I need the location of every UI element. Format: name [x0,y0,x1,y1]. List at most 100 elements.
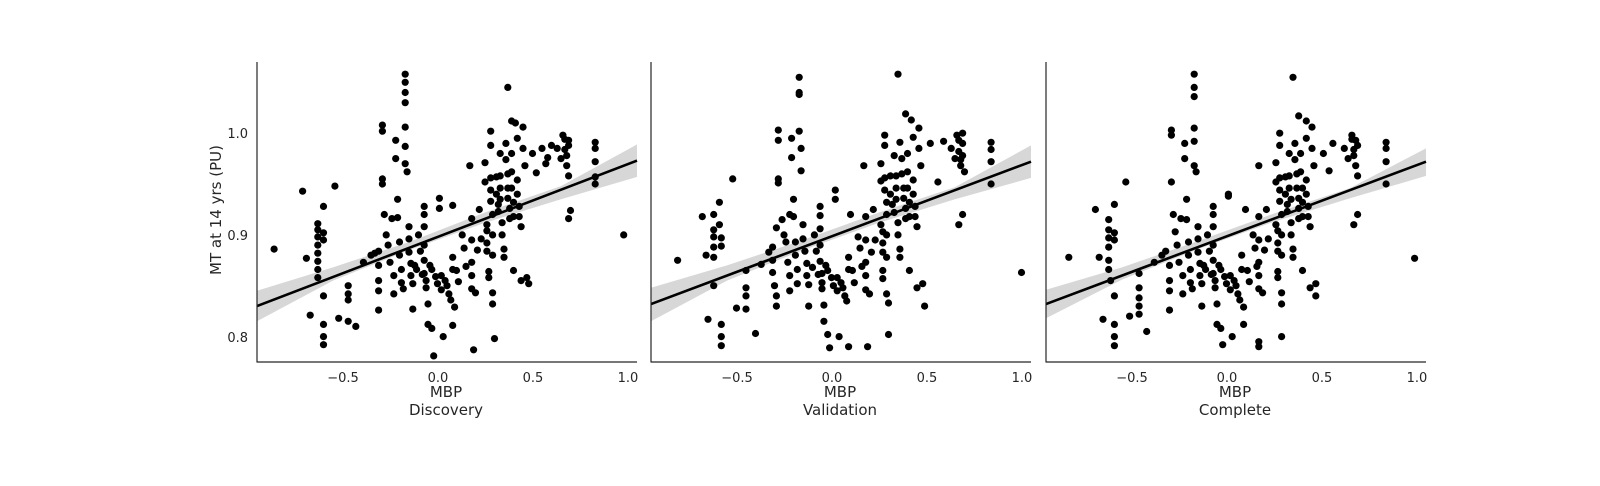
plot-area [1045,62,1427,363]
scatter-point [1382,180,1390,188]
scatter-point [987,180,995,188]
scatter-point [314,257,322,265]
scatter-point [1255,338,1263,346]
scatter-point [563,152,571,160]
scatter-point [487,141,495,149]
scatter-point [485,267,493,276]
scatter-point [769,268,777,277]
scatter-point [786,272,794,280]
scatter-point [1209,223,1217,231]
scatter-point [791,251,800,259]
y-tick-label: 0.9 [227,229,248,244]
scatter-point [498,219,506,227]
scatter-point [1274,274,1282,282]
scatter-point [1255,213,1263,221]
scatter-point [483,239,491,247]
scatter-point [710,243,718,251]
scatter-point [270,245,278,253]
scatter-point [860,162,868,170]
scatter-point [1211,284,1219,292]
scatter-point [519,144,527,152]
scatter-point [959,210,967,219]
scatter-point [788,154,796,162]
x-tick-label: 0.0 [1217,371,1238,386]
scatter-point [1167,131,1175,139]
scatter-point [881,141,889,149]
scatter-point [879,275,887,283]
scatter-point [1198,280,1206,288]
scatter-point [553,144,561,152]
scatter-point [302,254,310,262]
scatter-point [392,136,400,144]
scatter-point [1105,226,1113,234]
scatter-point [1276,197,1284,205]
scatter-point [319,333,328,341]
scatter-point [1255,343,1263,351]
scatter-point [778,216,786,224]
scatter-point [591,180,599,188]
scatter-point [1169,210,1177,219]
scatter-point [903,184,912,192]
scatter-point [428,265,436,274]
scatter-point [319,320,328,328]
scatter-point [883,290,891,298]
scatter-point [466,162,474,170]
scatter-point [1295,112,1303,120]
scatter-point [1209,210,1217,219]
scatter-point [1264,235,1272,243]
scatter-point [772,302,781,310]
scatter-point [1382,138,1390,146]
scatter-point [437,286,445,294]
scatter-point [378,127,386,135]
scatter-point [913,223,921,231]
scatter-point [886,172,895,180]
scatter-point [1249,231,1257,239]
scatter-point [468,236,476,244]
scatter-point [528,149,537,158]
scatter-point [960,168,969,176]
scatter-point [460,244,468,252]
scatter-point [437,272,445,280]
scatter-point [416,247,424,255]
scatter-point [1278,333,1286,341]
scatter-point [957,162,965,170]
scatter-point [1224,192,1232,200]
scatter-point [435,194,443,202]
scatter-point [1209,269,1217,278]
scatter-point [883,198,891,206]
scatter-point [801,247,809,255]
scatter-point [413,265,421,274]
scatter-point [1203,231,1212,239]
scatter-point [1329,139,1337,147]
scatter-point [702,251,710,259]
scatter-point [1308,144,1316,152]
scatter-point [782,238,790,246]
scatter-point [388,215,396,223]
scatter-point [1226,272,1234,280]
scatter-point [496,149,504,158]
scatter-point [1099,315,1107,323]
scatter-point [1110,200,1118,208]
scatter-point [299,187,307,195]
scatter-point [780,231,788,239]
scatter-point [913,284,921,292]
scatter-point [1186,279,1194,287]
scatter-point [1411,254,1419,262]
scatter-point [784,258,792,266]
scatter-point [375,247,383,255]
scatter-point [344,317,352,325]
scatter-point [674,256,682,264]
scatter-point [816,212,824,220]
scatter-point [414,231,423,239]
scatter-point [1344,155,1352,163]
scatter-point [955,221,963,229]
x-tick-label: 0.5 [1312,371,1333,386]
scatter-point [1297,149,1305,158]
scatter-point [428,324,436,332]
scatter-point [1232,282,1240,290]
scatter-point [820,301,828,309]
scatter-point [1238,251,1246,259]
scatter-point [850,279,858,287]
scatter-point [1278,300,1286,308]
scatter-point [517,277,525,285]
